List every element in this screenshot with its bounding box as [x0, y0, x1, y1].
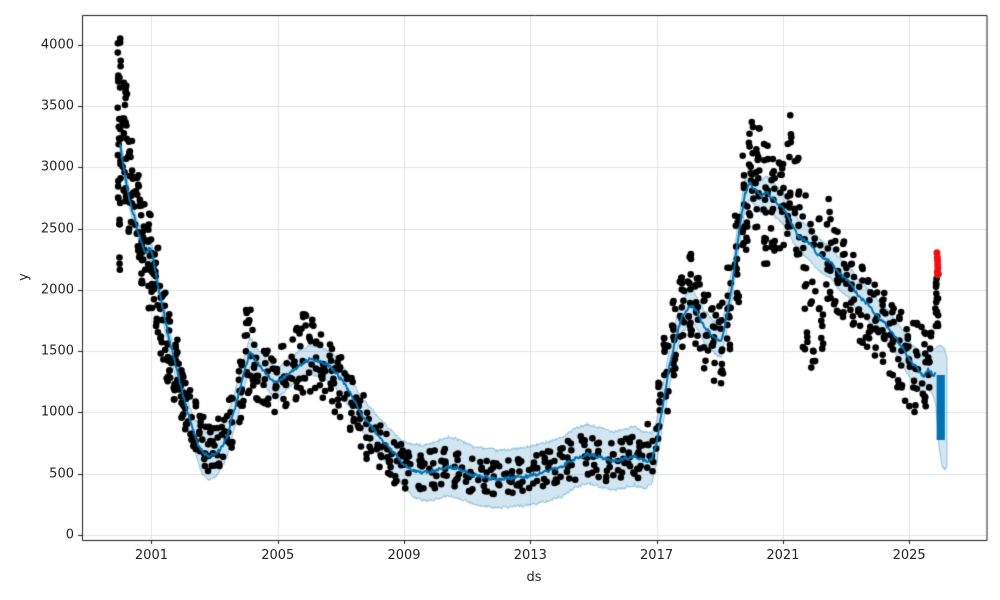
y-tick-label-3000: 3000 — [40, 159, 74, 175]
y-tick-label-500: 500 — [49, 466, 74, 482]
y-tick-label-2000: 2000 — [40, 282, 74, 298]
x-axis-label: ds — [526, 570, 542, 585]
x-tick-label-2021: 2021 — [766, 548, 800, 563]
y-tick-label-0: 0 — [65, 527, 74, 543]
x-tick-label-2001: 2001 — [134, 548, 168, 563]
y-tick-label-1000: 1000 — [40, 404, 74, 420]
y-tick-label-2500: 2500 — [40, 221, 74, 236]
x-tick-label-2013: 2013 — [513, 548, 547, 563]
x-tick-label-2017: 2017 — [640, 548, 674, 563]
y-axis-label: y — [16, 273, 32, 281]
y-tick-label-4000: 4000 — [40, 37, 74, 53]
y-tick-label-1500: 1500 — [40, 343, 74, 359]
x-tick-label-2009: 2009 — [387, 548, 421, 563]
x-tick-label-2025: 2025 — [892, 548, 926, 563]
y-tick-label-3500: 3500 — [40, 98, 74, 114]
x-tick-label-2005: 2005 — [261, 548, 295, 563]
